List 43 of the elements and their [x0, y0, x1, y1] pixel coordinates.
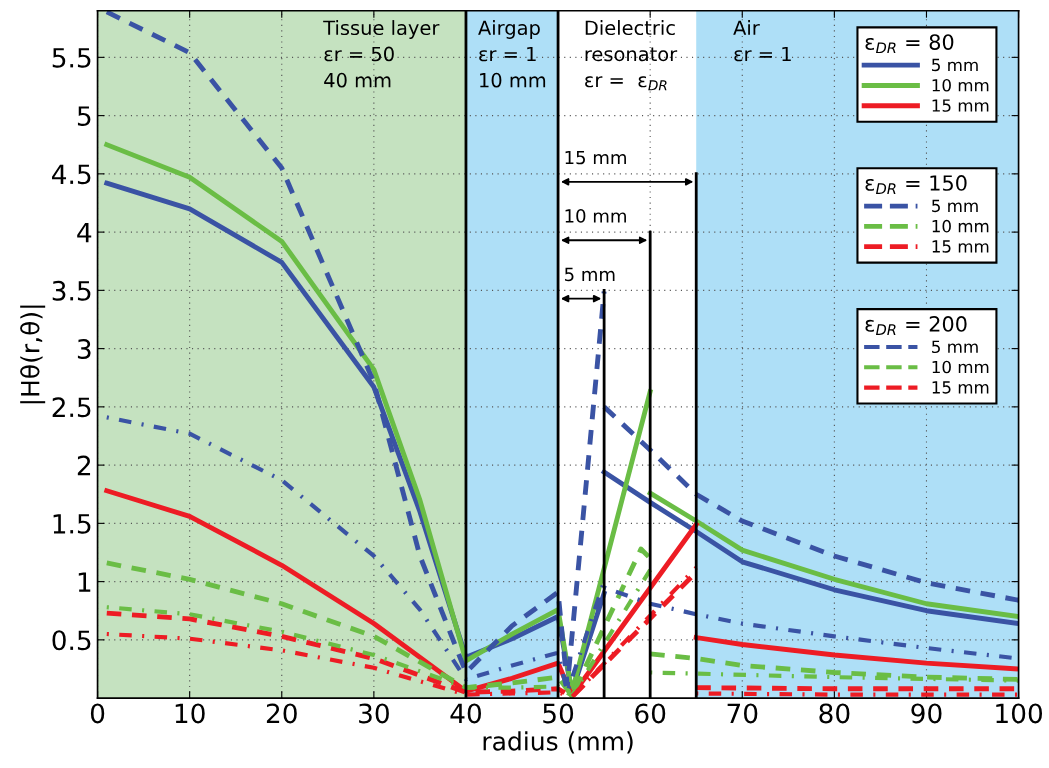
x-tick-label: 0	[90, 703, 105, 724]
y-axis-title: |Hθ(r,θ)|	[20, 305, 46, 404]
ref-line-label: 15 mm	[565, 150, 626, 165]
ref-line-label: 10 mm	[565, 209, 626, 223]
x-tick-label: 60	[635, 703, 666, 724]
y-tick-label: 3.5	[52, 280, 91, 301]
y-tick-label: 1	[78, 572, 91, 592]
x-axis-title: radius (mm)	[483, 731, 633, 754]
y-tick-label: 4	[77, 222, 92, 243]
x-tick-label: 50	[543, 703, 574, 724]
legend-label: 15 mm	[932, 240, 989, 253]
y-tick-label: 2.5	[52, 397, 91, 418]
y-tick-label: 1.5	[53, 514, 91, 534]
text: ε$_{DR}$ = 200	[865, 316, 967, 335]
ref-line-label: 5 mm	[564, 267, 615, 282]
legend-label: 10 mm	[932, 78, 989, 92]
x-tick-label: 80	[819, 703, 850, 724]
x-tick-label: 100	[996, 703, 1043, 724]
x-tick-label: 70	[727, 703, 758, 724]
legend-label: 10 mm	[932, 360, 989, 374]
x-tick-label: 30	[359, 703, 389, 724]
x-tick-label: 90	[911, 703, 942, 724]
y-tick-label: 5.5	[52, 48, 91, 68]
y-tick-label: 3	[77, 339, 91, 360]
annotation: Dielectric resonator εr = ε$_{DR}$	[585, 20, 678, 91]
band-label: Air εr = 1	[733, 20, 791, 62]
y-tick-label: 2	[77, 455, 91, 476]
y-tick-label: 4.5	[52, 164, 91, 185]
legend-label: 5 mm	[932, 340, 978, 354]
x-tick-label: 40	[450, 703, 481, 724]
text: ε$_{DR}$ = 150	[865, 175, 967, 194]
band-label: Tissue layer εr = 50 40 mm	[323, 20, 440, 88]
y-tick-label: 5	[77, 106, 91, 126]
x-tick-label: 10	[175, 703, 205, 724]
x-tick-label: 20	[266, 703, 297, 724]
legend-label: 15 mm	[932, 381, 989, 394]
legend-label: 15 mm	[932, 99, 989, 112]
legend-label: 10 mm	[932, 219, 989, 233]
legend-label: 5 mm	[932, 58, 978, 72]
y-tick-label: 0.5	[52, 630, 91, 651]
band-label: Airgap εr = 1 10 mm	[478, 20, 546, 88]
legend-label: 5 mm	[932, 199, 978, 213]
text: ε$_{DR}$ = 80	[865, 34, 954, 54]
